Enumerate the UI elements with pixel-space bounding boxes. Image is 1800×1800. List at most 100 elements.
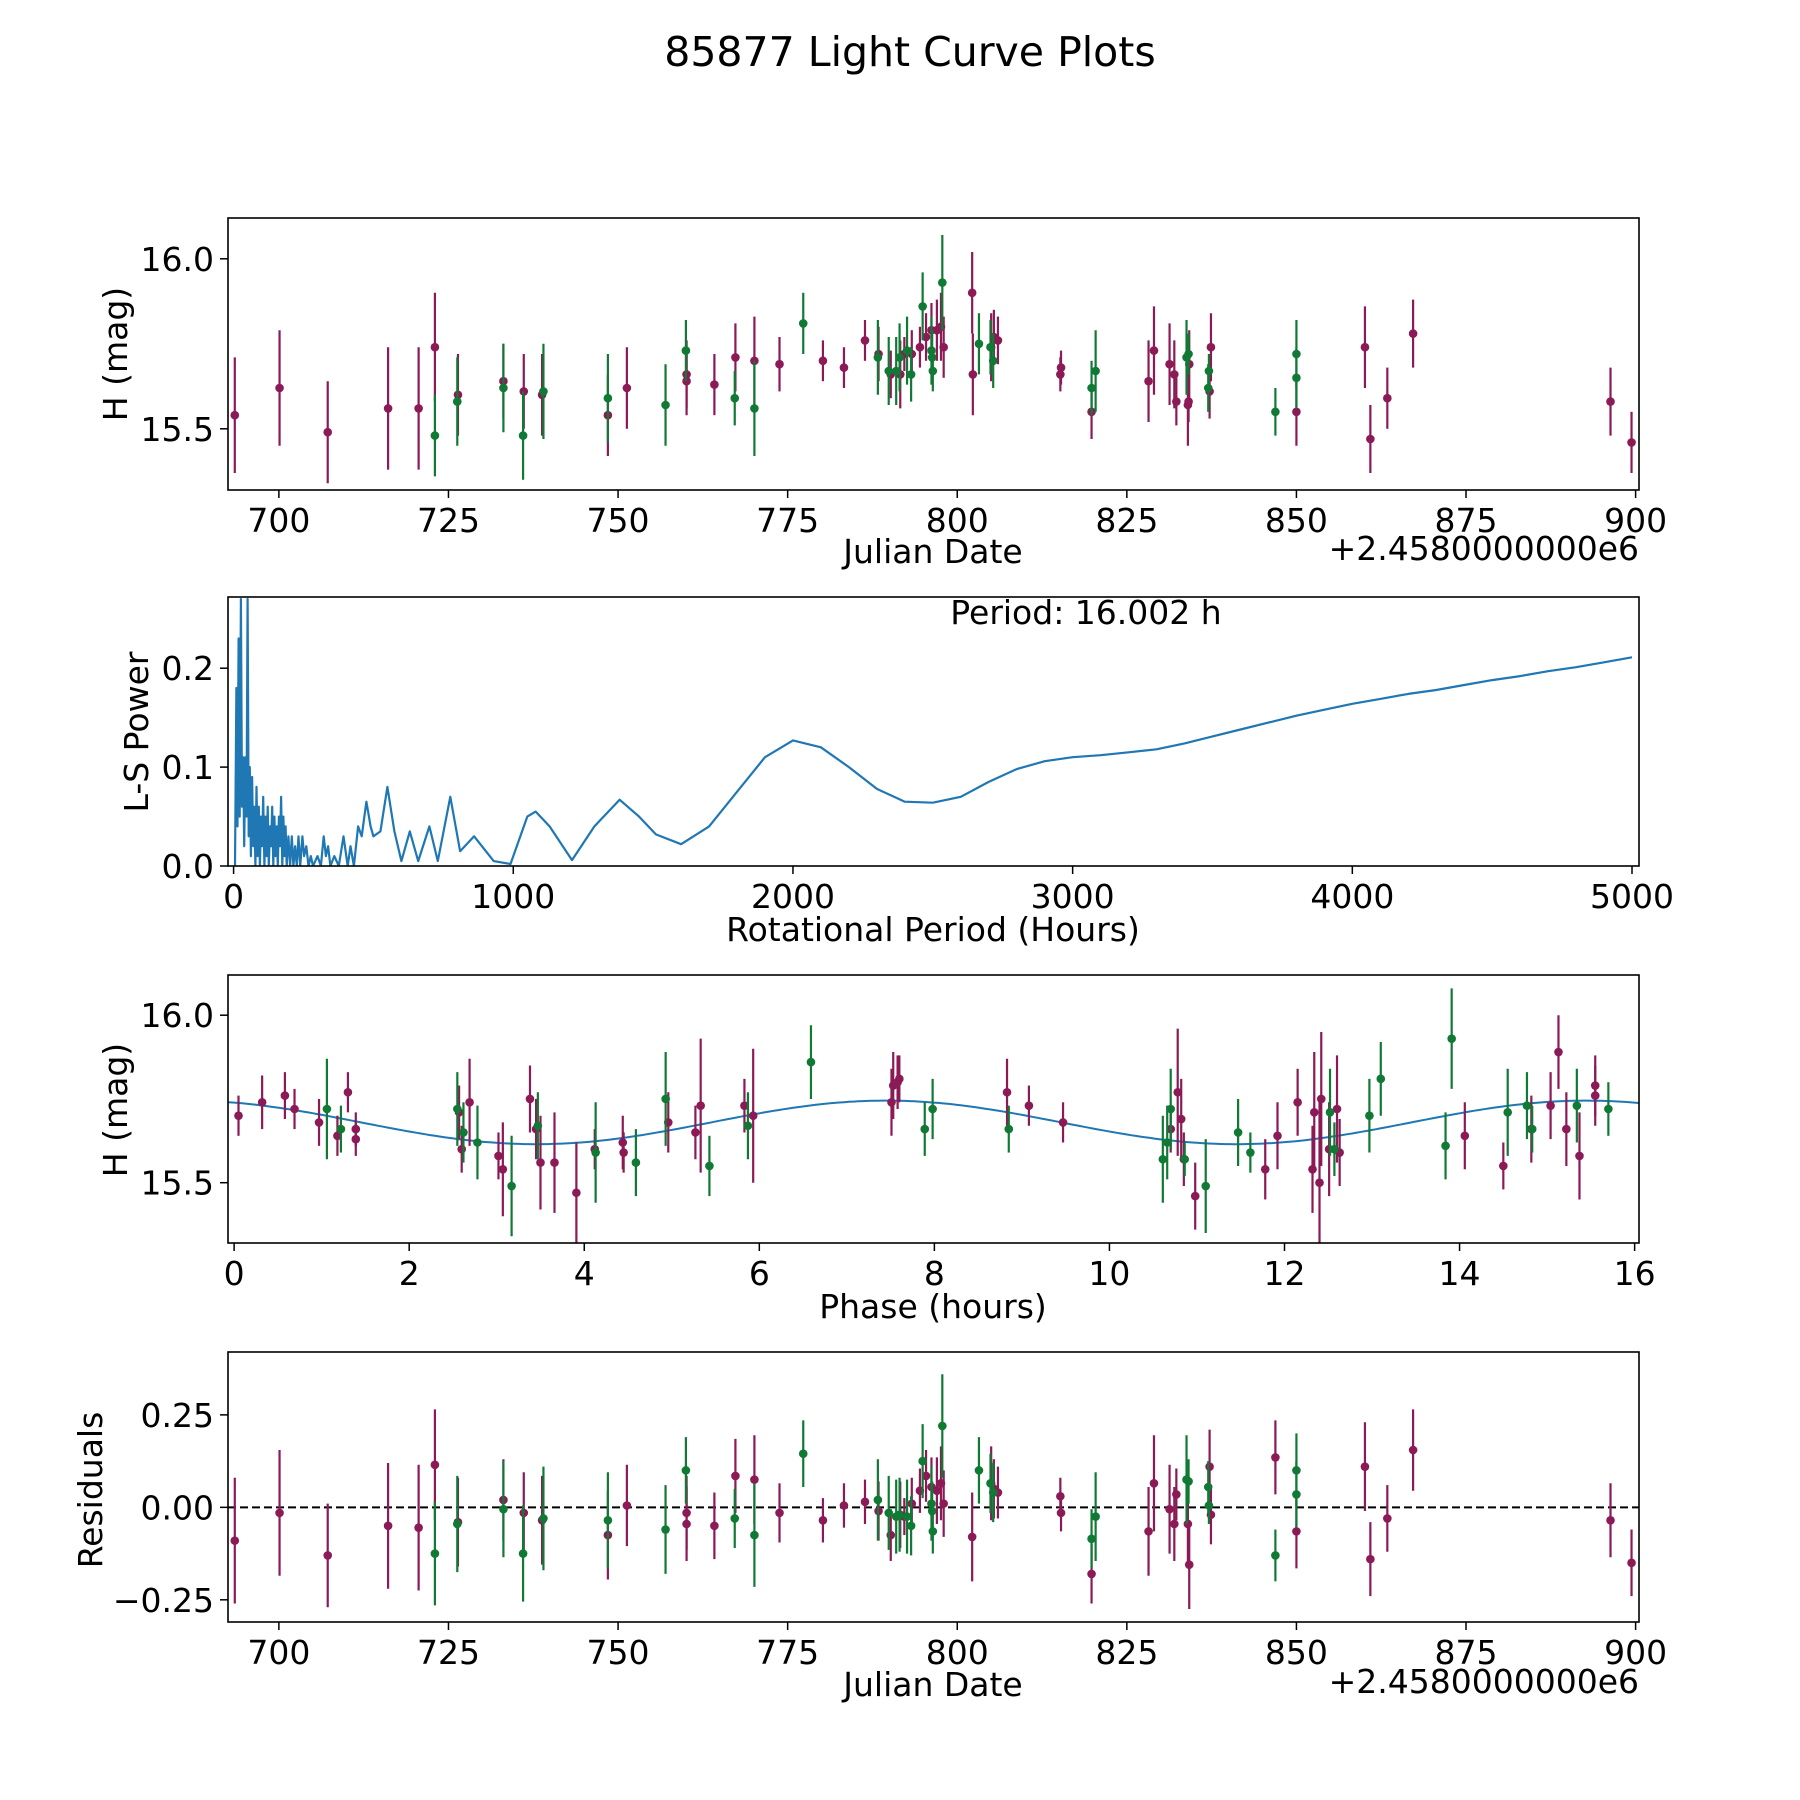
data-point (1309, 1108, 1319, 1117)
phased-x-tick-label: 16 (1614, 1254, 1656, 1293)
phased-series-filter-b (322, 988, 1613, 1237)
lightcurve-x-tick-label: 775 (756, 501, 819, 540)
phased-x-tick-label: 8 (924, 1254, 945, 1293)
data-point (696, 1101, 705, 1110)
data-point (1058, 1118, 1068, 1127)
data-point (895, 353, 904, 362)
data-point (967, 288, 977, 298)
periodogram-x-tick-label: 4000 (1310, 877, 1394, 916)
data-point (1376, 1074, 1386, 1084)
phased-x-tick-label: 14 (1439, 1254, 1481, 1293)
data-point (884, 366, 894, 376)
data-point (333, 1131, 342, 1141)
data-point (1176, 1114, 1186, 1124)
data-point (1271, 1453, 1280, 1462)
data-point (1172, 397, 1181, 406)
data-point (414, 1523, 423, 1532)
data-point (1233, 1128, 1243, 1137)
data-point (818, 1515, 828, 1525)
lightcurve-marks (230, 235, 1636, 484)
data-point (314, 1118, 324, 1127)
data-point (920, 1124, 930, 1134)
lightcurve-x-tick-label: 900 (1604, 501, 1667, 540)
residuals-series-filter-b (430, 1374, 1301, 1606)
data-point (457, 1144, 467, 1154)
data-point (1575, 1151, 1584, 1161)
data-point (748, 1111, 758, 1120)
periodogram-x-tick-label: 0 (223, 877, 244, 916)
data-point (1056, 363, 1066, 372)
data-point (1332, 1104, 1342, 1114)
data-point (322, 1104, 332, 1114)
data-point (498, 1165, 508, 1174)
data-point (895, 1074, 904, 1084)
phased-y-tick-label: 15.5 (141, 1164, 214, 1203)
data-point (473, 1138, 482, 1147)
data-point (1408, 329, 1418, 338)
data-point (1383, 393, 1392, 403)
data-point (839, 363, 849, 372)
data-point (1201, 1181, 1211, 1191)
figure-title: 85877 Light Curve Plots (664, 28, 1155, 76)
data-point (1205, 1462, 1214, 1471)
data-point (731, 1471, 740, 1481)
data-point (921, 1471, 931, 1481)
phased-y-label: H (mag) (96, 1043, 135, 1177)
residuals-x-tick-label: 850 (1265, 1633, 1328, 1672)
data-point (230, 410, 240, 420)
data-point (1271, 1551, 1280, 1560)
data-point (682, 1519, 691, 1529)
lightcurve-frame (227, 217, 1640, 491)
data-point (1158, 1154, 1168, 1164)
data-point (351, 1124, 361, 1134)
data-point (775, 359, 784, 369)
residuals-x-tick-label: 875 (1435, 1633, 1498, 1672)
periodogram-x-ticks: 0 1000 2000 3000 4000 5000 (223, 866, 1674, 916)
data-point (1149, 1479, 1159, 1488)
data-point (631, 1158, 641, 1167)
data-point (918, 302, 927, 311)
data-point (499, 1504, 508, 1514)
periodogram-y-tick-label: 0.2 (162, 649, 214, 688)
lightcurve-y-tick-label: 16.0 (141, 240, 214, 279)
residuals-x-tick-label: 775 (756, 1633, 819, 1672)
data-point (661, 1525, 670, 1534)
data-point (974, 1466, 984, 1475)
data-point (731, 353, 740, 362)
phased-x-tick-label: 10 (1088, 1254, 1130, 1293)
data-point (1527, 1124, 1537, 1134)
phased-x-tick-label: 2 (399, 1254, 420, 1293)
data-point (1499, 1161, 1508, 1171)
data-point (430, 431, 440, 440)
phased-y-ticks: 15.5 16.0 (141, 996, 228, 1203)
data-point (1204, 1501, 1214, 1510)
data-point (1330, 1144, 1339, 1154)
residuals-x-tick-label: 800 (926, 1633, 989, 1672)
periodogram-y-ticks: 0.0 0.1 0.2 (162, 649, 228, 886)
data-point (1627, 438, 1636, 447)
lightcurve-plot-area (230, 235, 1636, 484)
period-annotation: Period: 16.002 h (950, 593, 1221, 632)
data-point (1606, 1515, 1615, 1525)
residuals-axes: 700 725 750 775 800 825 850 875 900 −0.25 0.00 0.2… (71, 1351, 1667, 1704)
data-point (1503, 1108, 1513, 1117)
data-point (1292, 407, 1301, 417)
data-point (884, 1508, 894, 1518)
data-point (710, 1521, 719, 1531)
data-point (1293, 1098, 1302, 1107)
data-point (798, 319, 808, 328)
data-point (230, 1536, 240, 1545)
data-point (1315, 1178, 1324, 1187)
phased-x-label: Phase (hours) (819, 1287, 1047, 1326)
data-point (918, 1456, 927, 1466)
lightcurve-x-tick-label: 725 (417, 501, 480, 540)
periodogram-x-label: Rotational Period (Hours) (726, 910, 1140, 949)
data-point (1184, 1477, 1193, 1486)
data-point (974, 339, 984, 349)
phased-x-tick-label: 6 (749, 1254, 770, 1293)
periodogram-x-tick-label: 2000 (751, 877, 835, 916)
data-point (681, 1466, 691, 1475)
data-point (1554, 1047, 1563, 1057)
data-point (1144, 376, 1153, 386)
data-point (452, 397, 462, 406)
